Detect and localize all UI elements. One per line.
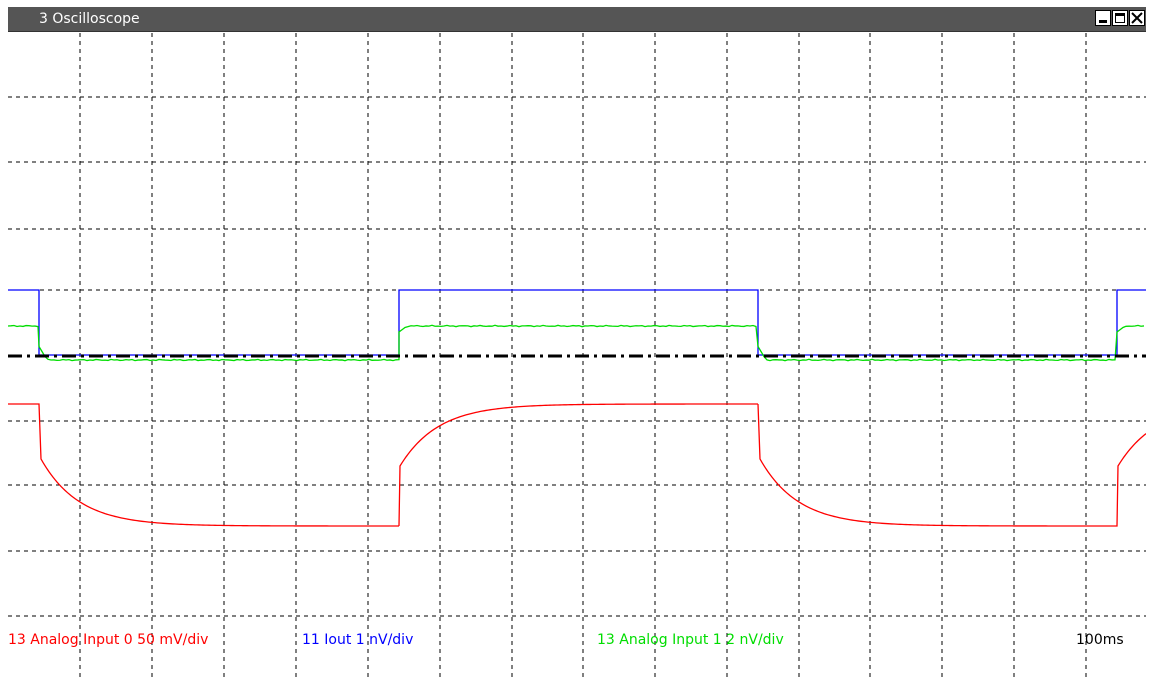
window-controls	[1095, 10, 1145, 26]
title-bar[interactable]: 3 Oscilloscope	[8, 7, 1146, 32]
maximize-icon[interactable]	[1112, 10, 1128, 26]
traces	[8, 289, 1146, 527]
scope-plot	[8, 33, 1146, 679]
legend-channel-green: 13 Analog Input 1 2 nV/div	[597, 632, 784, 648]
red-trace	[8, 403, 1146, 527]
legend-channel-blue: 11 Iout 1 nV/div	[302, 632, 414, 648]
legend-channel-red: 13 Analog Input 0 50 mV/div	[8, 632, 209, 648]
green-trace	[8, 324, 1145, 362]
timebase-label: 100ms	[1076, 632, 1124, 648]
scope-display[interactable]: 13 Analog Input 0 50 mV/div 11 Iout 1 nV…	[8, 33, 1146, 679]
close-icon[interactable]	[1129, 10, 1145, 26]
blue-trace	[8, 289, 1146, 356]
minimize-icon[interactable]	[1095, 10, 1111, 26]
window-title: 3 Oscilloscope	[39, 11, 140, 27]
